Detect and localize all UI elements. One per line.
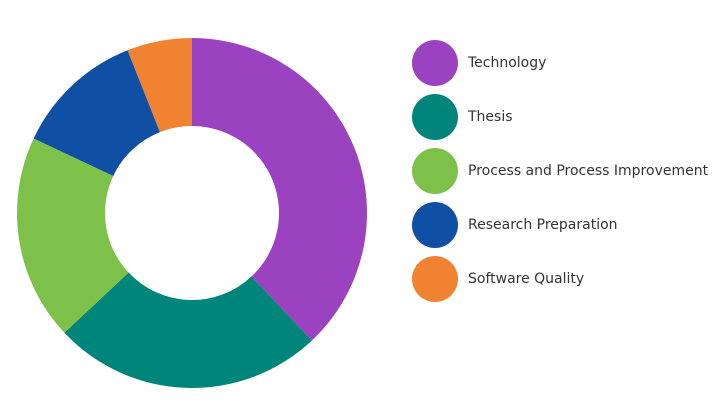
chart-legend: Technology Thesis Process and Process Im… [412,36,712,306]
slice-technology[interactable] [192,38,368,341]
legend-label-software-quality: Software Quality [468,271,585,287]
legend-label-research-preparation: Research Preparation [468,217,618,233]
legend-swatch-technology [412,40,458,86]
slice-software-quality[interactable] [127,38,192,133]
slice-thesis[interactable] [64,272,312,388]
legend-item-process-improvement[interactable]: Process and Process Improvement [412,144,712,198]
legend-swatch-process-improvement [412,148,458,194]
slice-research-preparation[interactable] [33,50,160,176]
legend-label-technology: Technology [468,55,547,71]
legend-item-research-preparation[interactable]: Research Preparation [412,198,712,252]
legend-item-thesis[interactable]: Thesis [412,90,712,144]
legend-swatch-research-preparation [412,202,458,248]
legend-label-process-improvement: Process and Process Improvement [468,163,709,179]
legend-item-technology[interactable]: Technology [412,36,712,90]
legend-swatch-software-quality [412,256,458,302]
slice-process-and-process-improvement[interactable] [16,138,129,333]
legend-swatch-thesis [412,94,458,140]
legend-label-thesis: Thesis [468,109,513,125]
legend-item-software-quality[interactable]: Software Quality [412,252,712,306]
donut-slices [16,38,368,388]
